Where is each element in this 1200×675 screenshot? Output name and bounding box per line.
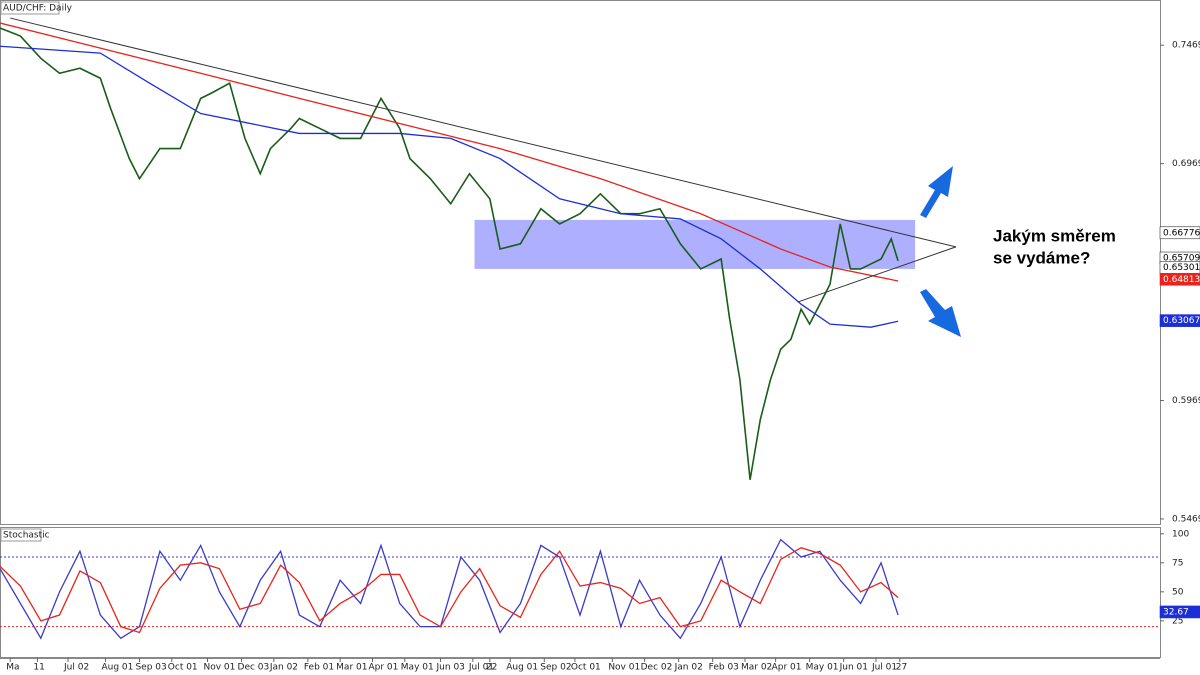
panel-title-box (0, 528, 42, 542)
x-tick-label: Feb 01 (304, 663, 334, 673)
x-tick-label: Nov 01 (204, 663, 236, 673)
x-tick-label: May 01 (806, 663, 839, 673)
up-arrow (920, 166, 953, 218)
price-badge (1159, 272, 1200, 286)
x-tick-label: Jul 01 (871, 663, 897, 673)
y-tick-label: 50 (1172, 587, 1184, 597)
x-tick-label: 27 (896, 663, 907, 673)
x-tick-label: Oct 01 (571, 663, 601, 673)
panel-title: Stochastic (3, 531, 50, 541)
x-tick-label: Mar 02 (741, 663, 772, 673)
price-badge-label: 0.64813 (1163, 275, 1200, 285)
x-tick-label: Apr 01 (368, 663, 398, 673)
x-tick-label: Apr 01 (772, 663, 802, 673)
trend-line (10, 17, 957, 248)
x-tick-label: Dec 03 (238, 663, 270, 673)
price-badge-label: 32.67 (1163, 607, 1189, 617)
y-tick-label: 0.54695 (1172, 514, 1200, 524)
x-tick-label: Jun 03 (436, 663, 465, 673)
series-line (0, 547, 899, 634)
x-tick-label: Jun 01 (839, 663, 868, 673)
x-tick-label: Sep 02 (540, 663, 571, 673)
series-line (0, 45, 899, 328)
series-line (0, 27, 899, 480)
y-tick-label: 100 (1172, 529, 1189, 539)
x-tick-label: Jul 02 (63, 663, 89, 673)
trend-line (797, 246, 957, 303)
x-tick-label: 22 (486, 663, 497, 673)
x-tick-label: Aug 01 (506, 663, 538, 673)
x-tick-label: Nov 01 (608, 663, 640, 673)
x-tick-label: 11 (33, 663, 44, 673)
series-line (0, 22, 899, 282)
price-badge-label: 0.65301 (1163, 263, 1200, 273)
down-arrow (920, 289, 961, 337)
annotation: Jakým směrem (993, 226, 1116, 245)
panel-title-box (0, 1, 60, 15)
y-tick-label: 0.74695 (1172, 41, 1200, 51)
x-tick-label: Oct 01 (168, 663, 198, 673)
price-badge (1159, 605, 1200, 619)
x-tick-label: Mar 01 (336, 663, 367, 673)
x-tick-label: Aug 01 (101, 663, 133, 673)
x-tick-label: Feb 03 (709, 663, 739, 673)
y-tick-label: 0.59695 (1172, 396, 1200, 406)
price-badge-label: 0.65709 (1163, 254, 1200, 264)
y-tick-label: 0.69695 (1172, 159, 1200, 169)
panel-title: AUD/CHF: Daily (3, 4, 73, 14)
annotation: se vydáme? (993, 248, 1090, 267)
x-tick-label: Jan 02 (674, 663, 703, 673)
price-badge-label: 0.66776 (1163, 228, 1200, 238)
y-tick-label: 75 (1172, 558, 1183, 568)
x-tick-label: Jul 01 (468, 663, 494, 673)
x-tick-label: Ma (6, 663, 19, 673)
x-tick-label: Jan 02 (269, 663, 298, 673)
y-tick-label: 25 (1172, 616, 1183, 626)
price-badge (1159, 314, 1200, 327)
stochastic-panel (0, 527, 1161, 658)
price-badge (1159, 226, 1200, 240)
x-tick-label: May 01 (401, 663, 434, 673)
x-tick-label: Dec 02 (641, 663, 673, 673)
series-line (0, 538, 899, 640)
price-badge-label: 0.63067 (1163, 316, 1200, 326)
x-tick-label: Sep 03 (135, 663, 166, 673)
